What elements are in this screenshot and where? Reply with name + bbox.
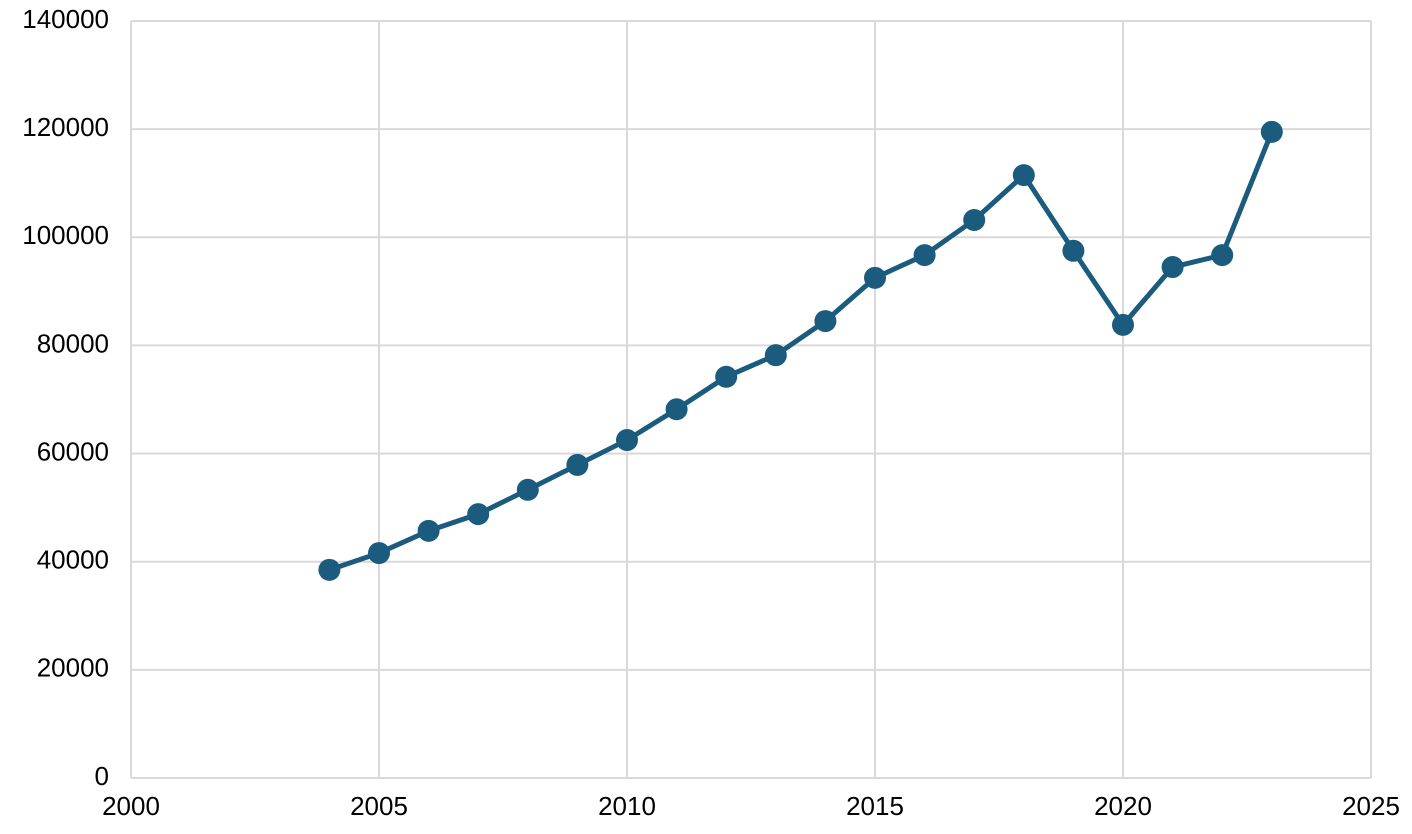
x-tick-label: 2010: [598, 791, 656, 821]
data-point: [1062, 239, 1085, 262]
y-tick-label: 0: [95, 761, 109, 791]
y-tick-label: 80000: [37, 328, 109, 358]
data-point: [318, 558, 341, 581]
data-point: [913, 244, 936, 267]
x-tick-label: 2015: [846, 791, 904, 821]
data-point: [467, 503, 490, 526]
y-tick-label: 140000: [22, 4, 109, 34]
x-tick-label: 2025: [1342, 791, 1400, 821]
data-point: [1211, 244, 1234, 267]
y-tick-label: 40000: [37, 545, 109, 575]
y-tick-label: 100000: [22, 220, 109, 250]
data-line: [328, 130, 1275, 573]
data-point: [764, 344, 787, 367]
data-point: [665, 398, 688, 421]
y-tick-label: 20000: [37, 653, 109, 683]
data-point: [814, 310, 837, 333]
x-tick-label: 2020: [1094, 791, 1152, 821]
data-point: [1112, 313, 1134, 336]
data-point: [566, 453, 589, 476]
x-tick-label: 2005: [350, 791, 408, 821]
data-point: [963, 208, 986, 231]
data-point: [616, 429, 638, 452]
data-point: [1260, 120, 1283, 143]
x-tick-label: 2000: [102, 791, 160, 821]
data-point: [516, 478, 539, 501]
data-point: [417, 519, 440, 542]
data-point: [1161, 256, 1184, 279]
data-point: [1012, 164, 1035, 187]
data-point: [864, 266, 886, 289]
data-point: [715, 365, 738, 388]
y-tick-label: 60000: [37, 436, 109, 466]
data-point: [368, 542, 390, 565]
y-tick-label: 120000: [22, 112, 109, 142]
